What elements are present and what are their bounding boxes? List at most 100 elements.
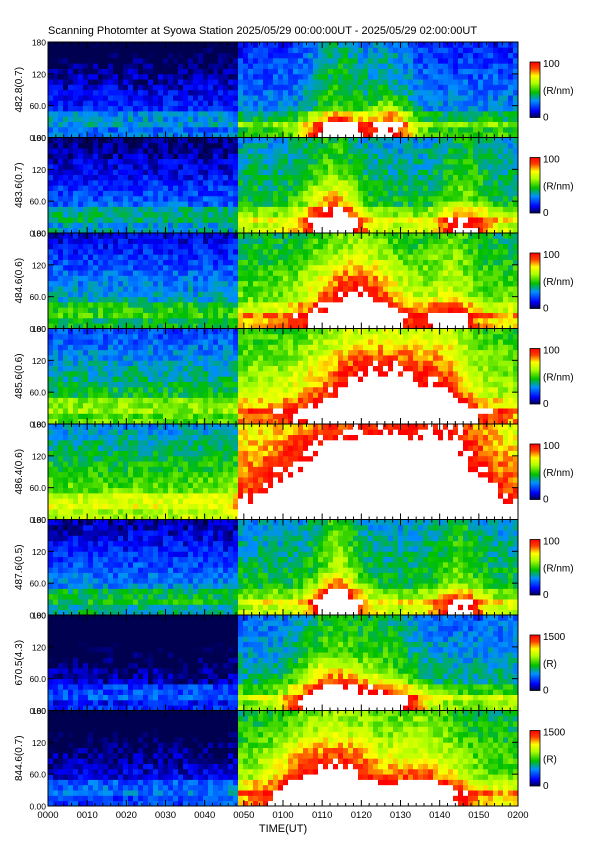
heatmap-cell bbox=[278, 79, 284, 85]
heatmap-cell bbox=[313, 121, 319, 128]
heatmap-cell bbox=[183, 211, 189, 218]
heatmap-cell bbox=[383, 227, 389, 234]
heatmap-cell bbox=[48, 190, 54, 197]
heatmap-cell bbox=[313, 142, 319, 149]
heatmap-cell bbox=[58, 185, 64, 191]
heatmap-cell bbox=[133, 201, 139, 207]
heatmap-cell bbox=[298, 275, 304, 282]
heatmap-cell bbox=[278, 57, 284, 64]
heatmap-cell bbox=[88, 174, 94, 181]
heatmap-cell bbox=[308, 286, 314, 292]
heatmap-cell bbox=[453, 57, 459, 64]
heatmap-cell bbox=[348, 158, 354, 165]
heatmap-cell bbox=[353, 95, 359, 101]
heatmap-cell bbox=[58, 164, 64, 170]
heatmap-cell bbox=[298, 211, 304, 218]
heatmap-cell bbox=[138, 275, 144, 282]
heatmap-cell bbox=[323, 158, 329, 165]
heatmap-cell bbox=[98, 190, 104, 197]
heatmap-cell bbox=[333, 217, 339, 223]
heatmap-cell bbox=[383, 248, 389, 255]
heatmap-cell bbox=[338, 164, 344, 170]
heatmap-cell bbox=[343, 84, 349, 91]
heatmap-cell bbox=[513, 195, 519, 202]
heatmap-cell bbox=[98, 238, 104, 245]
heatmap-cell bbox=[83, 121, 89, 128]
heatmap-cell bbox=[473, 195, 479, 202]
heatmap-cell bbox=[383, 79, 389, 85]
heatmap-cell bbox=[128, 301, 134, 308]
heatmap-cell bbox=[313, 42, 319, 48]
heatmap-cell bbox=[188, 174, 194, 181]
heatmap-cell bbox=[388, 259, 394, 266]
heatmap-cell bbox=[138, 57, 144, 64]
heatmap-cell bbox=[318, 296, 324, 303]
heatmap-cell bbox=[313, 317, 319, 324]
heatmap-cell bbox=[68, 190, 74, 197]
heatmap-cell bbox=[428, 42, 434, 48]
heatmap-cell bbox=[88, 42, 94, 48]
heatmap-cell bbox=[248, 307, 254, 313]
heatmap-cell bbox=[398, 121, 404, 128]
heatmap-cell bbox=[198, 84, 204, 91]
heatmap-cell bbox=[283, 307, 289, 313]
heatmap-cell bbox=[363, 201, 369, 207]
heatmap-cell bbox=[408, 243, 414, 250]
heatmap-cell bbox=[103, 73, 109, 80]
heatmap-cell bbox=[203, 275, 209, 282]
heatmap-cell bbox=[353, 291, 359, 298]
heatmap-cell bbox=[508, 110, 514, 117]
heatmap-cell bbox=[68, 323, 74, 329]
heatmap-cell bbox=[293, 105, 299, 112]
heatmap-cell bbox=[188, 153, 194, 160]
heatmap-cell bbox=[413, 158, 419, 165]
heatmap-cell bbox=[193, 233, 199, 239]
heatmap-cell bbox=[488, 185, 494, 191]
heatmap-cell bbox=[333, 296, 339, 303]
heatmap-cell bbox=[488, 110, 494, 117]
heatmap-cell bbox=[333, 275, 339, 282]
heatmap-cell bbox=[143, 222, 149, 229]
heatmap-cell bbox=[113, 201, 119, 207]
heatmap-cell bbox=[83, 286, 89, 292]
heatmap-cell bbox=[383, 280, 389, 287]
heatmap-cell bbox=[58, 110, 64, 117]
heatmap-cell bbox=[153, 153, 159, 160]
heatmap-cell bbox=[283, 291, 289, 298]
heatmap-cell bbox=[398, 110, 404, 117]
heatmap-cell bbox=[173, 116, 179, 122]
heatmap-cell bbox=[103, 227, 109, 234]
heatmap-cell bbox=[78, 264, 84, 271]
heatmap-cell bbox=[493, 206, 499, 213]
heatmap-cell bbox=[378, 275, 384, 282]
heatmap-cell bbox=[313, 47, 319, 54]
heatmap-cell bbox=[388, 291, 394, 298]
heatmap-cell bbox=[333, 110, 339, 117]
heatmap-cell bbox=[83, 63, 89, 69]
heatmap-cell bbox=[223, 105, 229, 112]
heatmap-cell bbox=[303, 185, 309, 191]
heatmap-cell bbox=[98, 201, 104, 207]
heatmap-cell bbox=[328, 110, 334, 117]
heatmap-cell bbox=[473, 68, 479, 75]
heatmap-cell bbox=[363, 126, 369, 133]
heatmap-cell bbox=[103, 233, 109, 239]
heatmap-cell bbox=[288, 211, 294, 218]
heatmap-cell bbox=[403, 286, 409, 292]
heatmap-cell bbox=[133, 227, 139, 234]
heatmap-cell bbox=[218, 206, 224, 213]
heatmap-cell bbox=[183, 95, 189, 101]
heatmap-cell bbox=[363, 301, 369, 308]
heatmap-cell bbox=[373, 89, 379, 96]
heatmap-cell bbox=[338, 137, 344, 144]
heatmap-cell bbox=[68, 201, 74, 207]
heatmap-cell bbox=[468, 185, 474, 191]
heatmap-cell bbox=[53, 63, 59, 69]
heatmap-cell bbox=[143, 79, 149, 85]
heatmap-cell bbox=[338, 42, 344, 48]
heatmap-cell bbox=[83, 190, 89, 197]
heatmap-cell bbox=[353, 137, 359, 144]
heatmap-cell bbox=[133, 174, 139, 181]
heatmap-cell bbox=[318, 217, 324, 223]
